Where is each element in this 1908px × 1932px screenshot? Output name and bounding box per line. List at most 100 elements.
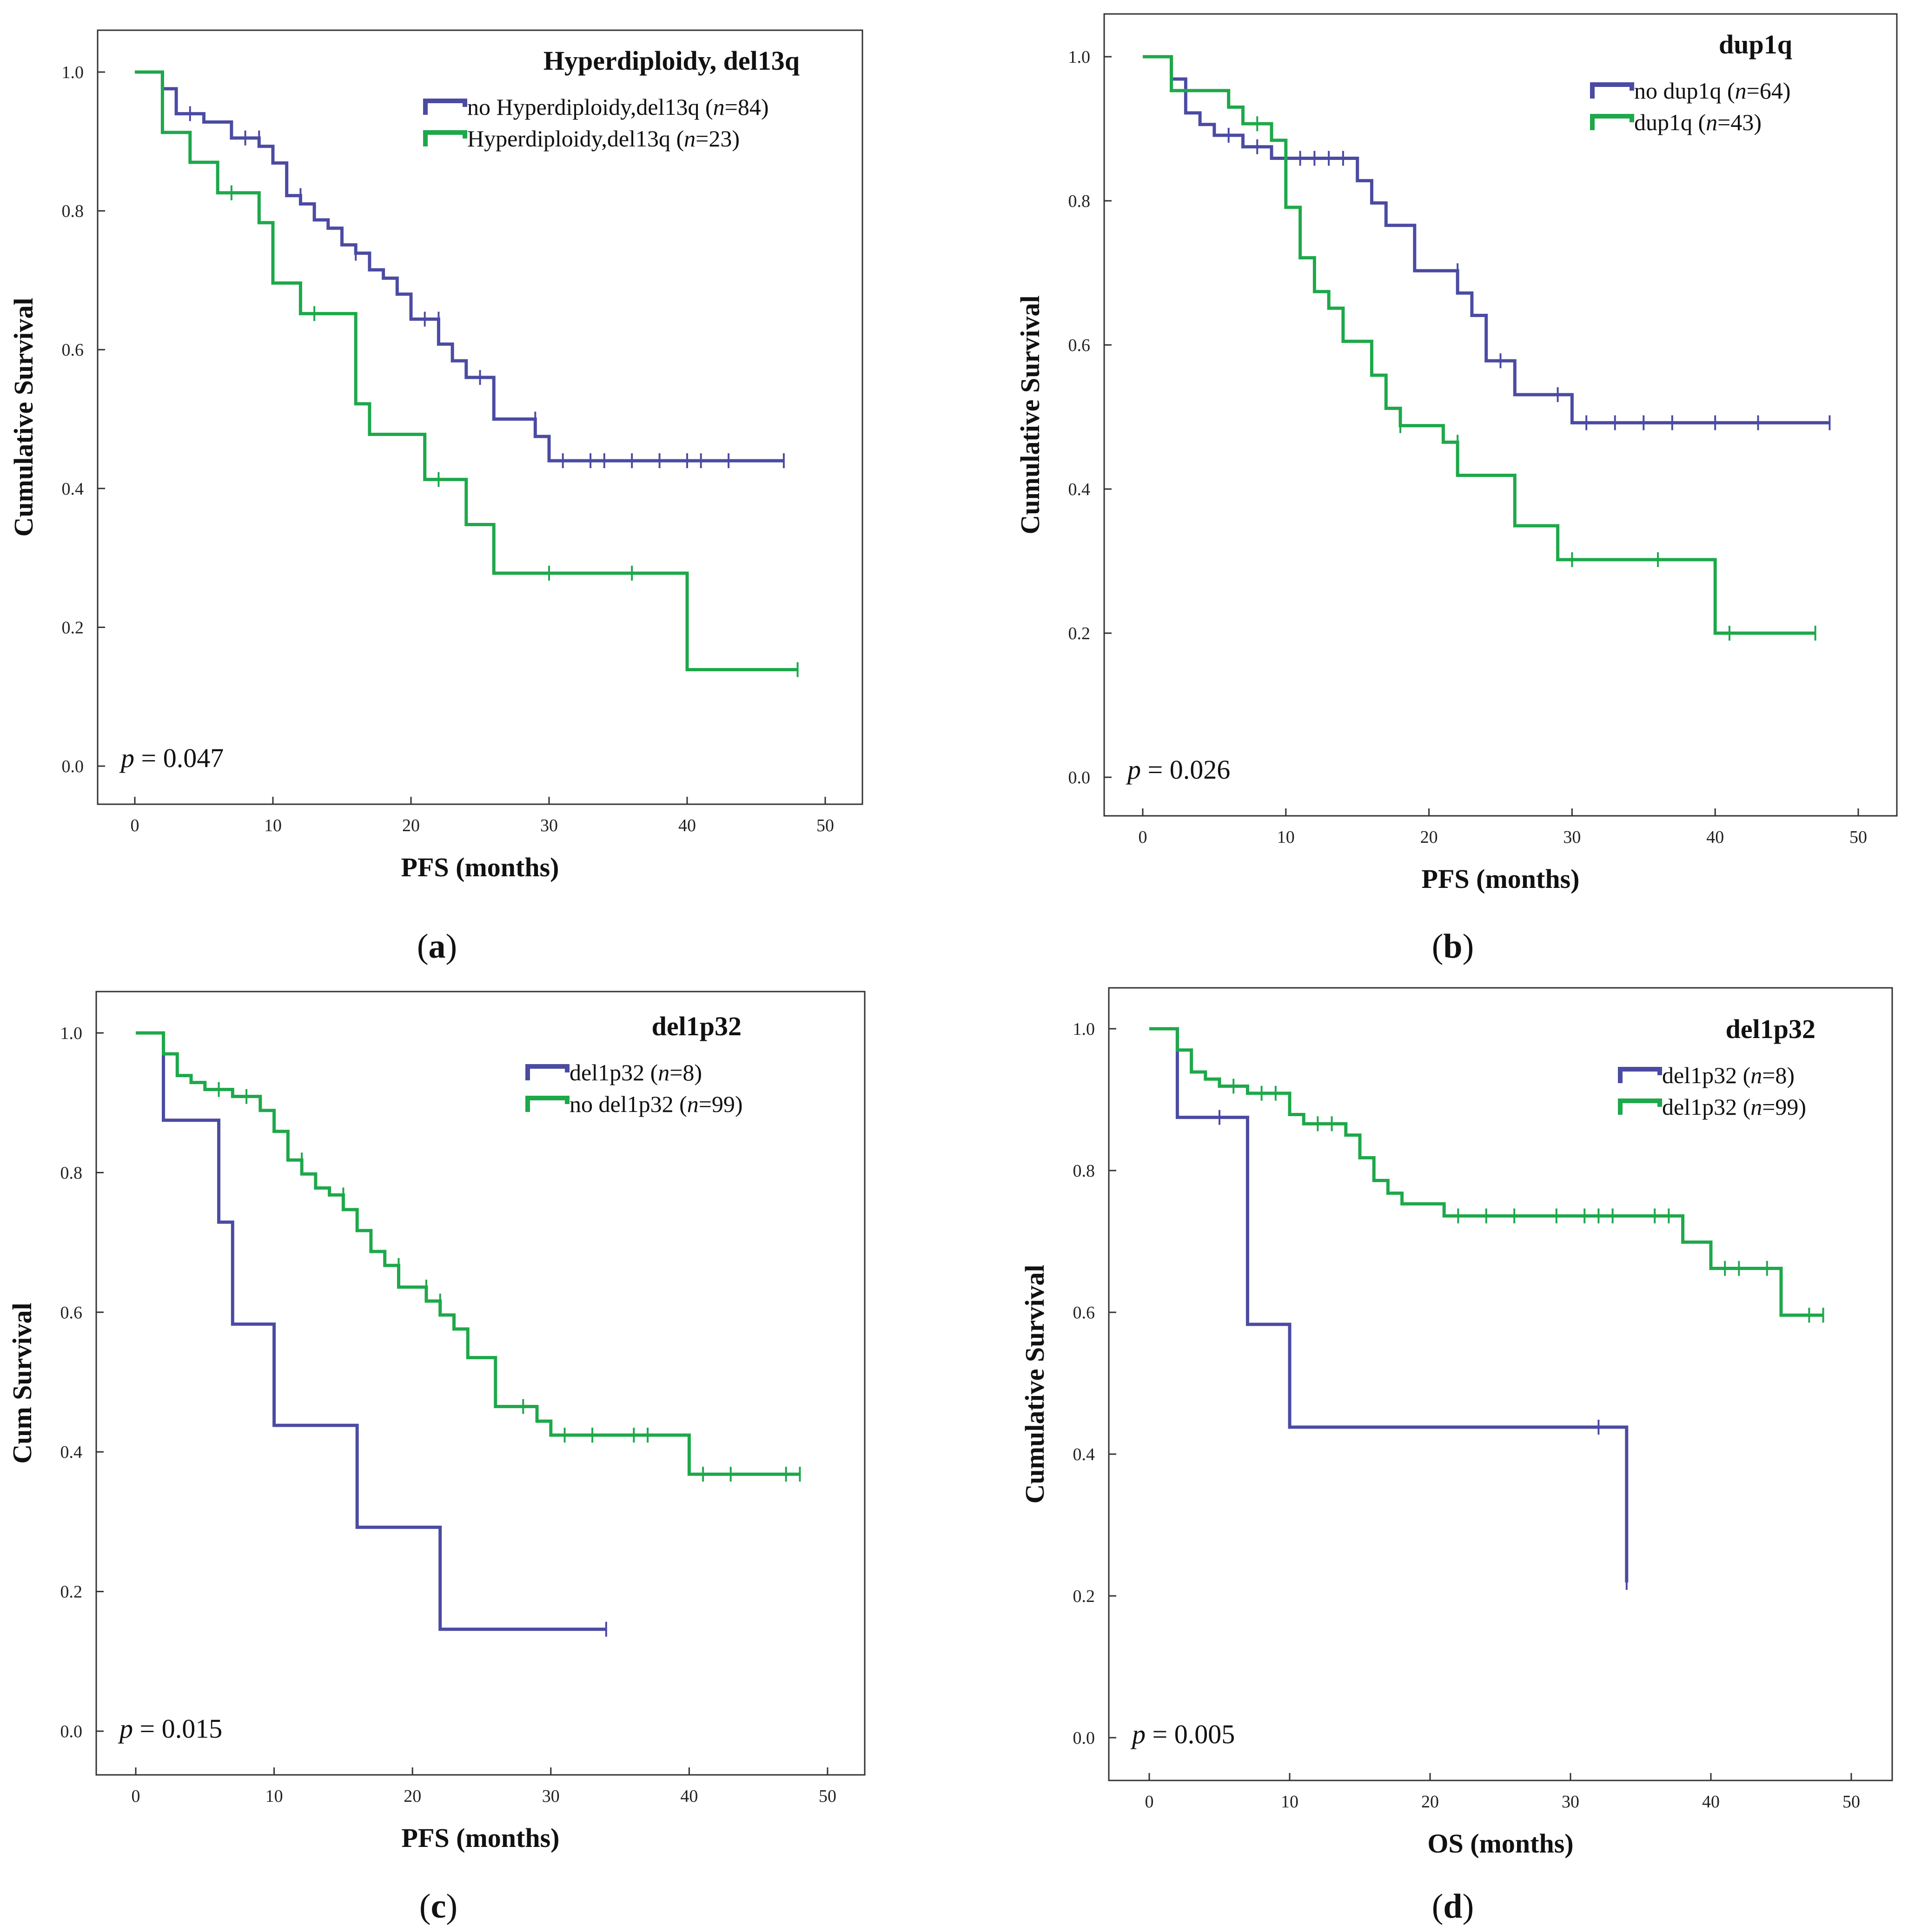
y-tick-label: 0.2 [1073,1587,1095,1606]
x-tick-label: 20 [402,816,420,835]
x-tick-label: 50 [819,1786,836,1806]
y-tick-label: 0.8 [60,1163,83,1183]
y-tick-label: 1.0 [1073,1019,1095,1039]
km-curve-green [136,1031,800,1476]
x-tick-label: 30 [1562,1792,1579,1812]
legend-entry: no dup1q (n=64) [1634,78,1791,104]
y-axis-label: Cum Survival [7,1303,37,1463]
y-tick-label: 0.8 [62,202,84,221]
y-axis-label: Cumulative Survival [1015,296,1045,535]
panel-label: (c) [419,1887,457,1925]
p-value-text: p = 0.005 [1130,1719,1235,1749]
y-tick-label: 0.2 [60,1582,83,1602]
legend-swatch [1590,114,1634,130]
legend-title: dup1q [1719,29,1792,60]
x-tick-label: 50 [1842,1792,1860,1812]
legend-entry: no Hyperdiploidy,del13q (n=84) [467,94,768,120]
x-axis-label: PFS (months) [1422,864,1580,894]
x-tick-label: 30 [540,816,558,835]
plot-frame [95,991,866,1776]
y-tick-label: 0.0 [1073,1728,1095,1748]
km-curve-blue [136,1031,606,1631]
km-curve-blue [135,70,784,463]
legend-title: del1p32 [1726,1014,1815,1044]
y-tick-label: 0.4 [1073,1445,1095,1464]
x-tick-label: 10 [1281,1792,1298,1812]
legend-entry: del1p32 (n=99) [1662,1094,1806,1120]
y-tick-label: 0.2 [62,618,84,637]
y-tick-label: 0.0 [62,757,84,776]
legend-swatch [423,130,467,146]
km-curve-green [1143,55,1815,635]
y-tick-label: 1.0 [60,1024,83,1043]
legend-entry: del1p32 (n=8) [570,1059,702,1085]
chart-panel-c: 0.0 0.2 0.4 0.6 0.8 1.0 0 10 20 30 40 50 PFS (months… [7,991,866,1925]
y-axis-label: Cumulative Survival [1020,1265,1050,1504]
y-tick-label: 0.6 [60,1303,83,1323]
y-tick-label: 0.6 [62,340,84,360]
x-axis-label: PFS (months) [402,1823,560,1853]
x-tick-label: 10 [1277,827,1295,847]
km-curve-green [135,70,798,671]
y-tick-label: 0.6 [1073,1303,1095,1323]
x-tick-label: 20 [404,1786,421,1806]
y-tick-label: 0.6 [1068,336,1091,355]
legend-entry: dup1q (n=43) [1634,109,1762,135]
panel-label: (a) [417,927,457,966]
p-value-text: p = 0.026 [1126,754,1230,785]
plot-frame [1103,13,1898,817]
legend-entry: no del1p32 (n=99) [570,1091,743,1117]
panel-label: (b) [1432,927,1474,966]
y-tick-label: 1.0 [62,63,84,82]
legend-swatch [1618,1067,1662,1083]
x-tick-label: 20 [1420,827,1438,847]
x-tick-label: 50 [816,816,834,835]
x-tick-label: 40 [1702,1792,1720,1812]
x-tick-label: 0 [1145,1792,1154,1812]
x-axis-label: OS (months) [1427,1828,1573,1859]
x-tick-label: 50 [1849,827,1867,847]
x-tick-label: 30 [542,1786,560,1806]
x-tick-label: 0 [132,1786,140,1806]
legend-entry: Hyperdiploidy,del13q (n=23) [467,126,740,152]
legend-swatch [525,1096,570,1112]
y-tick-label: 0.0 [60,1722,83,1741]
x-tick-label: 0 [131,816,139,835]
panel-label: (d) [1432,1887,1474,1925]
p-value-text: p = 0.047 [119,743,224,773]
y-tick-label: 1.0 [1068,47,1091,67]
x-tick-label: 0 [1139,827,1147,847]
x-tick-label: 20 [1421,1792,1439,1812]
y-tick-label: 0.8 [1073,1161,1095,1181]
legend-swatch [423,99,467,115]
legend-swatch [525,1064,570,1080]
x-tick-label: 40 [1706,827,1724,847]
y-axis-label: Cumulative Survival [8,298,39,537]
legend-entry: del1p32 (n=8) [1662,1062,1795,1088]
km-curve-blue [1143,55,1830,424]
plot-frame [97,29,863,805]
plot-frame [1108,987,1893,1781]
x-tick-label: 40 [678,816,696,835]
x-tick-label: 10 [264,816,282,835]
x-axis-label: PFS (months) [401,852,559,882]
y-tick-label: 0.4 [62,479,84,499]
x-tick-label: 30 [1563,827,1581,847]
chart-panel-b: 0.0 0.2 0.4 0.6 0.8 1.0 0 10 20 30 40 50 PFS (months… [1015,13,1898,966]
y-tick-label: 0.4 [60,1442,83,1462]
legend-swatch [1618,1098,1662,1115]
chart-panel-d: 0.0 0.2 0.4 0.6 0.8 1.0 0 10 20 30 40 50 OS (months)… [1020,987,1893,1925]
km-curve-blue [1149,1027,1629,1583]
x-tick-label: 40 [680,1786,698,1806]
y-tick-label: 0.4 [1068,480,1091,499]
x-tick-label: 10 [265,1786,283,1806]
legend-swatch [1590,82,1634,99]
legend-title: Hyperdiploidy, del13q [543,46,800,76]
y-tick-label: 0.2 [1068,624,1091,643]
y-tick-label: 0.8 [1068,192,1091,211]
legend-title: del1p32 [652,1011,742,1041]
y-tick-label: 0.0 [1068,768,1091,787]
chart-panel-a: 0.0 0.2 0.4 0.6 0.8 1.0 0 10 20 30 40 50 PFS (months… [8,29,863,966]
p-value-text: p = 0.015 [118,1714,222,1744]
